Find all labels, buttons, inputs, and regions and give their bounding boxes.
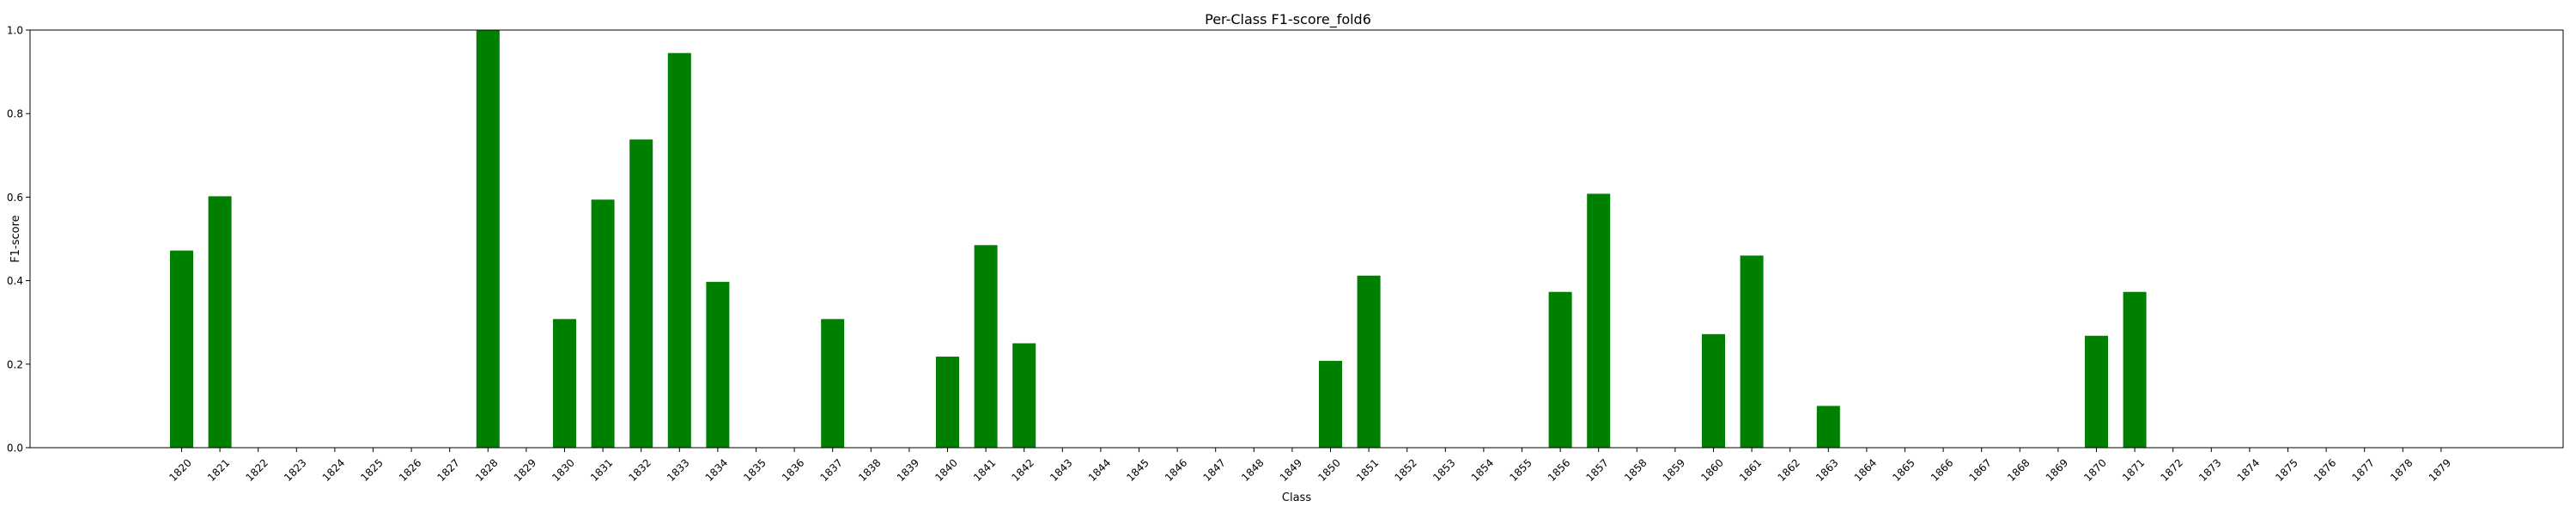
x-tick-label: 1825: [358, 456, 385, 483]
x-tick-label: 1843: [1048, 456, 1074, 483]
bar-1821: [209, 196, 232, 448]
x-tick-label: 1857: [1584, 456, 1611, 483]
x-tick-label: 1870: [2081, 456, 2108, 483]
x-tick-label: 1849: [1278, 456, 1304, 483]
x-tick-label: 1841: [971, 456, 998, 483]
x-tick-label: 1839: [895, 456, 921, 483]
x-tick-label: 1847: [1201, 456, 1228, 483]
bar-1820: [170, 251, 193, 448]
x-tick-label: 1840: [933, 456, 959, 483]
bar-1871: [2123, 292, 2147, 448]
x-tick-label: 1868: [2005, 456, 2032, 483]
bar-1851: [1358, 276, 1381, 448]
x-tick-label: 1829: [512, 456, 538, 483]
bar-1850: [1319, 361, 1342, 448]
x-tick-label: 1869: [2044, 456, 2070, 483]
x-tick-label: 1848: [1239, 456, 1266, 483]
x-tick-label: 1875: [2273, 456, 2300, 483]
x-tick-label: 1830: [550, 456, 576, 483]
x-tick-label: 1860: [1698, 456, 1725, 483]
x-tick-label: 1836: [780, 456, 806, 483]
bar-1842: [1012, 344, 1036, 449]
bar-1837: [821, 319, 844, 448]
bar-1834: [706, 282, 729, 448]
bar-1863: [1817, 406, 1840, 448]
x-tick-label: 1853: [1431, 456, 1457, 483]
x-tick-label: 1878: [2388, 456, 2415, 483]
x-tick-label: 1834: [703, 456, 730, 483]
x-tick-label: 1828: [473, 456, 500, 483]
bar-1870: [2085, 336, 2108, 448]
x-tick-label: 1863: [1814, 456, 1840, 483]
x-tick-label: 1832: [627, 456, 653, 483]
x-axis: 1820 1821 1822 1823 1824 1825 1826 1827 1828 1829…: [167, 448, 2453, 484]
x-tick-label: 1837: [818, 456, 845, 483]
x-tick-label: 1850: [1315, 456, 1342, 483]
x-axis-label: Class: [1282, 492, 1311, 504]
bars-layer: [170, 30, 2147, 448]
y-tick-label: 0.2: [7, 358, 23, 370]
x-tick-label: 1846: [1163, 456, 1189, 483]
x-tick-label: 1852: [1393, 456, 1419, 483]
bar-1833: [668, 53, 691, 448]
x-tick-label: 1820: [167, 456, 193, 483]
x-tick-label: 1833: [665, 456, 691, 483]
x-tick-label: 1844: [1086, 456, 1113, 483]
x-tick-label: 1876: [2312, 456, 2338, 483]
x-tick-label: 1851: [1354, 456, 1381, 483]
x-tick-label: 1855: [1507, 456, 1534, 483]
x-tick-label: 1871: [2120, 456, 2147, 483]
x-tick-label: 1872: [2159, 456, 2185, 483]
x-tick-label: 1831: [588, 456, 615, 483]
plot-frame: [30, 30, 2563, 448]
x-tick-label: 1873: [2196, 456, 2223, 483]
bar-1861: [1741, 255, 1764, 448]
x-tick-label: 1842: [1010, 456, 1036, 483]
bar-1856: [1549, 292, 1572, 448]
x-tick-label: 1877: [2350, 456, 2377, 483]
x-tick-label: 1867: [1967, 456, 1994, 483]
x-tick-label: 1827: [435, 456, 462, 483]
x-tick-label: 1879: [2427, 456, 2453, 483]
x-tick-label: 1824: [320, 456, 347, 483]
y-axis-label: F1-score: [9, 215, 22, 262]
chart-title: Per-Class F1-score_fold6: [1205, 11, 1371, 28]
x-tick-label: 1856: [1546, 456, 1572, 483]
bar-1840: [936, 357, 959, 448]
bar-1828: [477, 30, 500, 448]
y-tick-label: 0.0: [7, 443, 23, 455]
x-tick-label: 1854: [1469, 456, 1496, 483]
x-tick-label: 1835: [741, 456, 768, 483]
x-tick-label: 1874: [2235, 456, 2262, 483]
bar-1832: [629, 139, 653, 448]
bar-1831: [592, 199, 615, 448]
x-tick-label: 1865: [1890, 456, 1917, 483]
y-tick-label: 0.4: [7, 275, 23, 287]
x-tick-label: 1862: [1776, 456, 1802, 483]
x-tick-label: 1866: [1929, 456, 1955, 483]
x-tick-label: 1821: [205, 456, 232, 483]
bar-1841: [975, 245, 998, 448]
x-tick-label: 1864: [1852, 456, 1879, 483]
x-tick-label: 1826: [397, 456, 423, 483]
x-tick-label: 1861: [1737, 456, 1764, 483]
y-tick-label: 0.8: [7, 108, 23, 120]
x-tick-label: 1859: [1661, 456, 1687, 483]
y-tick-label: 0.6: [7, 192, 23, 204]
bar-1860: [1702, 334, 1725, 448]
x-tick-label: 1845: [1124, 456, 1151, 483]
x-tick-label: 1823: [282, 456, 308, 483]
x-tick-label: 1838: [856, 456, 883, 483]
y-tick-label: 1.0: [7, 25, 23, 37]
x-tick-label: 1858: [1622, 456, 1649, 483]
x-tick-label: 1822: [244, 456, 270, 483]
bar-1857: [1587, 194, 1610, 448]
bar-1830: [553, 319, 576, 448]
